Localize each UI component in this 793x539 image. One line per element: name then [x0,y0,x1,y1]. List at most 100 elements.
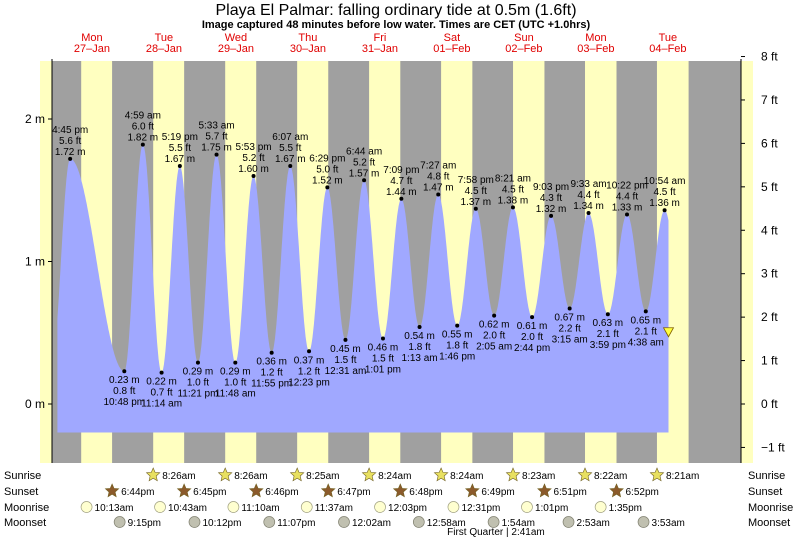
right-axis-tick-label: 5 ft [761,180,778,194]
high-tide-point [399,196,404,201]
low-tide-point [380,336,385,341]
sunset-time: 6:51pm [553,487,586,498]
moonset-time: 12:02am [352,518,391,529]
tide-height-m: 0.36 m [256,357,287,368]
sunrise-time: 8:26am [234,471,267,482]
tide-height-ft: 1.2 ft [261,368,283,379]
day-date: 29–Jan [218,43,254,55]
moonset-icon [338,516,350,528]
tide-height-ft: 1.2 ft [298,366,320,377]
sunset-icon [537,483,552,498]
low-tide-point [567,306,572,311]
low-tide-label: 0.61 m2.0 ft2:44 pm [514,321,550,354]
low-tide-point [530,315,535,320]
tide-height-ft: 4.5 ft [465,186,487,197]
tide-height-ft: 5.2 ft [353,157,375,168]
low-tide-point [307,349,312,354]
tide-height-ft: 4.7 ft [390,176,412,187]
day-name: Mon [585,32,606,44]
right-axis-tick-label: 6 ft [761,136,778,150]
tide-height-m: 0.63 m [593,318,624,329]
left-margin-band [40,61,52,463]
chart-title: Playa El Palmar: falling ordinary tide a… [215,2,576,19]
low-tide-point [233,360,238,365]
moonset-icon [487,516,500,528]
tide-time: 4:38 am [628,337,664,348]
tide-time: 7:58 pm [458,175,494,186]
tide-time: 8:21 am [495,173,531,184]
low-tide-point [417,325,422,330]
low-tide-point [269,350,274,355]
tide-time: 6:29 pm [309,153,345,164]
low-tide-point [343,337,348,342]
sunrise-time: 8:24am [378,471,411,482]
high-tide-point [177,164,182,169]
tide-area [57,144,669,433]
tide-height-ft: 5.6 ft [59,136,81,147]
right-axis-tick-label: 7 ft [761,93,778,107]
tide-height-m: 0.46 m [368,342,399,353]
tide-height-m: 1.47 m [423,183,454,194]
sunset-time: 6:52pm [626,487,659,498]
low-tide-label: 0.46 m1.5 ft1:01 pm [365,342,401,375]
high-tide-label: 10:22 pm4.4 ft1.33 m [606,180,648,213]
low-tide-point [643,309,648,314]
axes: 0 m 1 m 2 m −1 ft 0 ft 1 ft 2 ft 3 ft 4 ft 5 ft 6 … [25,50,785,463]
high-tide-point [625,212,630,217]
sunset-icon [609,483,624,498]
moonset-icon [263,516,276,528]
tide-height-m: 0.45 m [330,344,361,355]
high-tide-point [214,152,219,157]
high-tide-label: 5:19 pm5.5 ft1.67 m [162,132,198,165]
moonrise-time: 1:35pm [609,503,642,514]
row-label-left: Moonrise [4,502,49,514]
high-tide-label: 9:03 pm4.3 ft1.32 m [533,182,569,215]
sunset-time: 6:49pm [481,487,514,498]
moonset-icon [562,516,575,528]
low-tide-point [492,313,497,318]
high-tide-label: 6:07 am5.5 ft1.67 m [272,132,308,165]
high-tide-point [68,156,73,161]
high-tide-label: 8:21 am4.5 ft1.38 m [495,173,531,206]
tide-time: 4:45 pm [52,125,88,136]
right-axis-tick-label: 2 ft [761,310,778,324]
day-name: Tue [659,32,678,44]
moonset-time: 1:54am [502,518,535,529]
moonrise-time: 12:03pm [388,503,427,514]
tide-height-ft: 5.0 ft [316,164,338,175]
high-tide-label: 7:58 pm4.5 ft1.37 m [458,175,494,208]
tide-height-ft: 1.0 ft [187,378,209,389]
sunrise-icon [505,467,521,482]
tide-height-m: 0.67 m [554,313,585,324]
day-name: Thu [298,32,317,44]
low-tide-point [122,369,127,374]
high-tide-label: 7:09 pm4.7 ft1.44 m [383,165,419,198]
tide-time: 3:15 am [552,335,588,346]
current-tide-marker [662,327,675,338]
tide-height-ft: 4.5 ft [653,187,675,198]
tide-height-ft: 6.0 ft [132,122,154,133]
tide-time: 9:03 pm [533,182,569,193]
moonrise-icon [154,501,166,513]
right-axis-tick-label: 1 ft [761,354,778,368]
moonrise-time: 11:10am [241,503,279,514]
tide-time: 5:33 am [198,121,234,132]
tide-height-ft: 1.8 ft [408,342,430,353]
sunset-icon [248,483,264,498]
moonrise-icon [521,501,533,513]
moonrise-icon [227,501,240,513]
row-label-left: Sunset [4,486,38,498]
tide-height-m: 0.61 m [517,321,548,332]
tide-height-ft: 5.5 ft [279,143,301,154]
moonrise-icon [594,501,607,513]
sunrise-icon [217,467,233,482]
day-date: 04–Feb [649,43,686,55]
tide-height-m: 1.44 m [386,187,417,198]
moonrise-time: 10:43am [168,503,207,514]
